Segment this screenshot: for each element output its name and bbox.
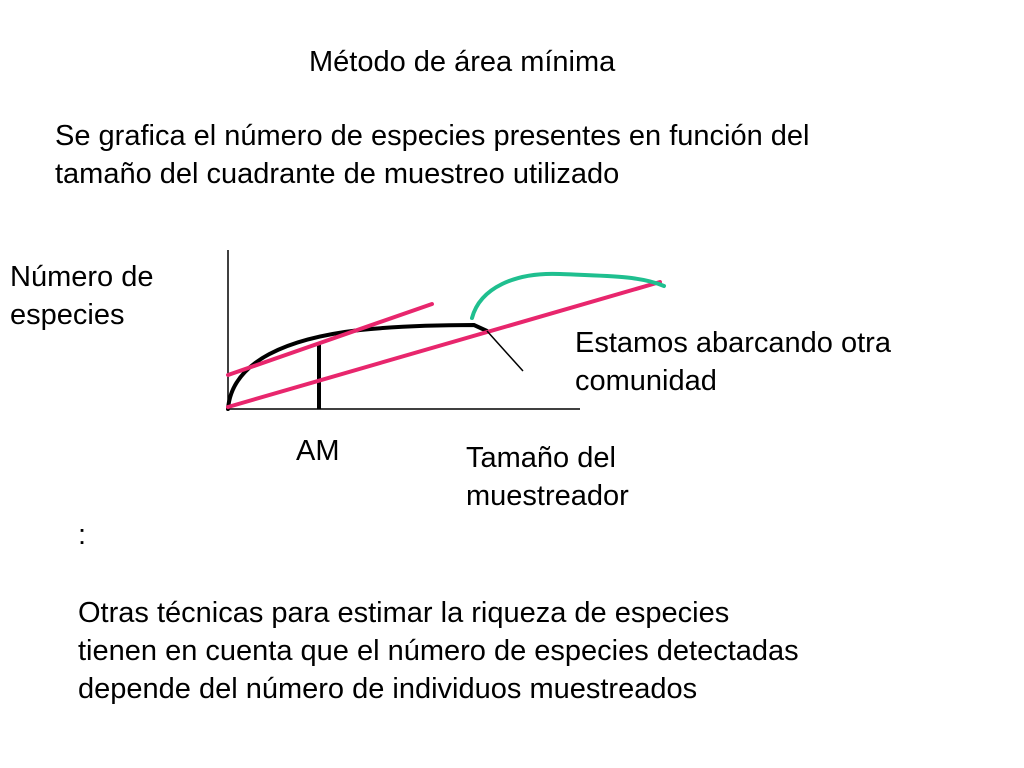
annotation-pointer	[486, 330, 524, 372]
colon-text: :	[78, 519, 87, 551]
new-community-curve	[470, 271, 666, 320]
diagonal-reference-line	[226, 280, 662, 409]
x-axis-label: Tamaño del muestreador	[466, 442, 629, 512]
slide-title: Método de área mínima	[309, 46, 616, 78]
annotation-text: Estamos abarcando otra comunidad	[575, 327, 891, 397]
note-text: Otras técnicas para estimar la riqueza d…	[78, 597, 799, 705]
tangent-line	[226, 302, 434, 377]
intro-text: Se grafica el número de especies present…	[55, 120, 810, 190]
marker-label: AM	[296, 435, 340, 467]
y-axis-label: Número de especies	[10, 261, 154, 331]
